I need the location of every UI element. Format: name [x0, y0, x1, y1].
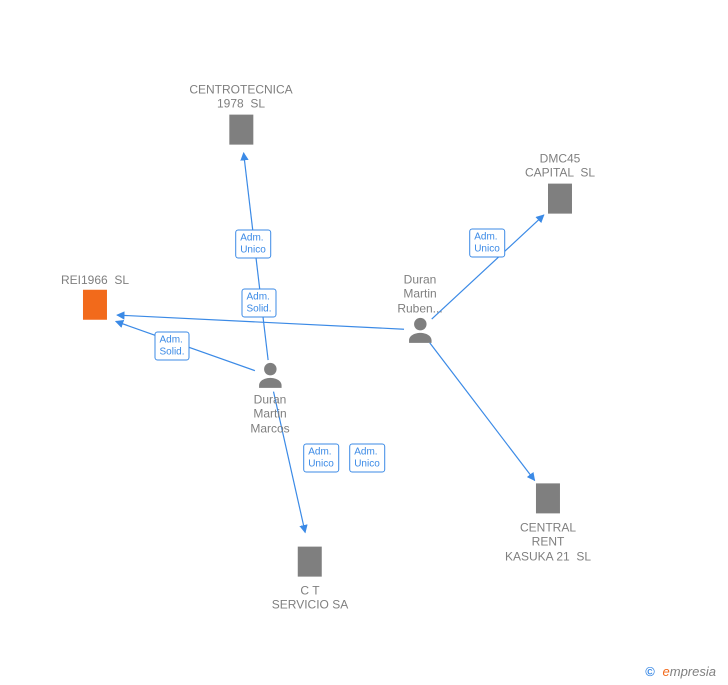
node-label: Duran Martin Ruben... — [397, 272, 442, 315]
edge-label: Adm. Unico — [349, 444, 385, 473]
node-label: C T SERVICIO SA — [272, 584, 348, 613]
company-node-centrotecnica: CENTROTECNICA 1978 SL — [189, 79, 292, 148]
edge-label: Adm. Unico — [469, 229, 505, 258]
network-diagram: CENTROTECNICA 1978 SL DMC45 CAPITAL SL REI… — [0, 0, 728, 685]
building-icon — [189, 111, 292, 147]
edge-line — [244, 153, 269, 360]
watermark: © empresia — [645, 664, 716, 679]
company-node-ct: C T SERVICIO SA — [272, 544, 348, 613]
building-icon — [272, 544, 348, 580]
building-icon — [61, 287, 129, 323]
building-icon — [525, 180, 595, 216]
node-label: CENTRAL RENT KASUKA 21 SL — [505, 520, 591, 563]
edge-label: Adm. Solid. — [154, 332, 189, 361]
company-node-rei1966: REI1966 SL — [61, 269, 129, 323]
brand-name: empresia — [663, 664, 716, 679]
copyright-symbol: © — [645, 664, 655, 679]
company-node-dmc45: DMC45 CAPITAL SL — [525, 148, 595, 217]
building-icon — [505, 480, 591, 516]
person-node-ruben: Duran Martin Ruben... — [397, 270, 442, 345]
edge-line — [432, 215, 544, 319]
edge-line — [116, 321, 255, 370]
edge-label: Adm. Solid. — [241, 289, 276, 318]
edge-label: Adm. Unico — [235, 230, 271, 259]
company-node-central: CENTRAL RENT KASUKA 21 SL — [505, 480, 591, 563]
node-label: CENTROTECNICA 1978 SL — [189, 83, 292, 112]
person-node-marcos: Duran Martin Marcos — [250, 360, 289, 435]
edges-layer — [0, 0, 728, 685]
edge-line — [430, 343, 535, 481]
person-icon — [397, 316, 442, 346]
person-icon — [250, 360, 289, 390]
node-label: Duran Martin Marcos — [250, 392, 289, 435]
edge-line — [117, 315, 404, 329]
node-label: DMC45 CAPITAL SL — [525, 152, 595, 181]
node-label: REI1966 SL — [61, 273, 129, 287]
edge-label: Adm. Unico — [303, 444, 339, 473]
